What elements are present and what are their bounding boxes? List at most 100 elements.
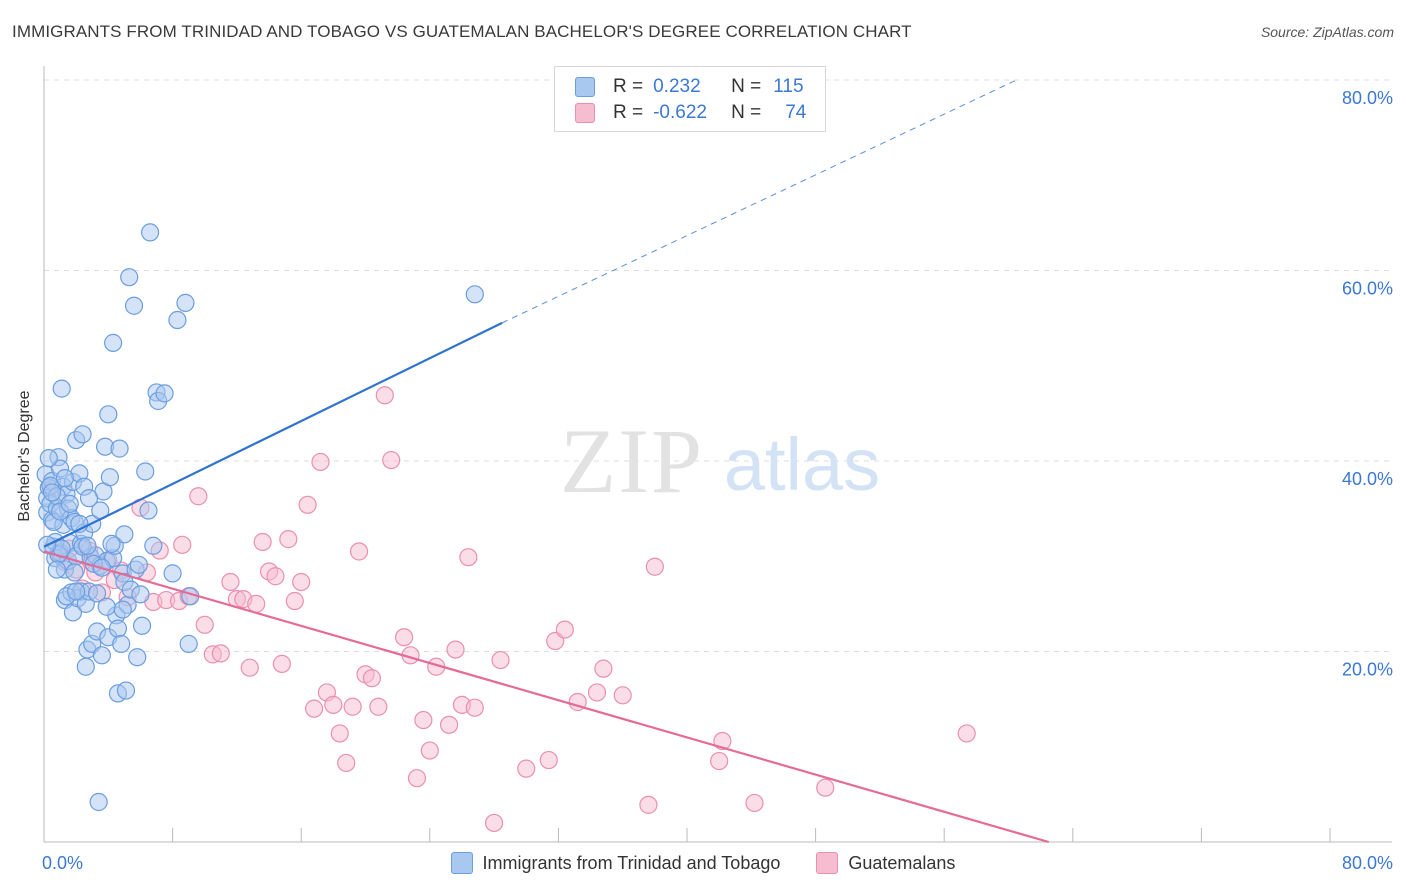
guatemalans-point <box>539 750 558 770</box>
trinidad-point <box>76 657 95 676</box>
guatemalans-point <box>710 751 729 771</box>
y-tick-label: 80.0% <box>1342 88 1393 108</box>
guatemalans-point <box>298 495 317 514</box>
guatemalans-point <box>247 594 266 613</box>
guatemalans-point <box>439 715 459 734</box>
guatemalans-point <box>211 644 230 663</box>
tick-labels: 20.0% 40.0% 60.0% 80.0% 0.0% 80.0% <box>42 88 1393 873</box>
watermark-atlas: atlas <box>724 423 880 506</box>
trinidad-point <box>73 425 92 444</box>
legend-n-label: N = <box>731 76 762 97</box>
guatemalans-point <box>266 567 285 586</box>
trinidad-point <box>140 223 160 242</box>
guatemalans-point <box>420 741 439 760</box>
guatemalans-point <box>285 591 304 611</box>
source-note: Source: ZipAtlas.com <box>1260 24 1394 40</box>
guatemalans-point <box>555 620 574 639</box>
trinidad-point <box>136 462 155 481</box>
trinidad-trend-extension <box>501 79 1017 324</box>
legend-row-trinidad: R = 0.232 N = 115 <box>575 75 804 99</box>
legend-swatch-blue <box>575 77 595 97</box>
legend-r-value: -0.622 <box>653 102 707 123</box>
guatemalans-point <box>459 548 478 567</box>
series-label-guatemalans: Guatemalans <box>848 852 956 873</box>
guatemalans-point <box>253 532 272 552</box>
trinidad-point <box>163 564 182 583</box>
series-legend-item-trinidad: Immigrants from Trinidad and Tobago <box>450 852 781 874</box>
trinidad-point <box>78 536 97 555</box>
guatemalans-point <box>337 753 356 773</box>
guatemalans-point <box>240 658 259 677</box>
guatemalans-point <box>491 650 510 670</box>
trinidad-point <box>465 285 484 304</box>
guatemalans-point <box>587 683 607 702</box>
trinidad-point <box>110 439 129 458</box>
guatemalans-point <box>957 724 976 743</box>
trinidad-point <box>87 584 107 603</box>
guatemalans-point <box>221 572 240 592</box>
trinidad-point <box>42 483 62 502</box>
series-swatch-pink <box>816 852 839 874</box>
trinidad-point <box>100 468 120 487</box>
chart-title: IMMIGRANTS FROM TRINIDAD AND TOBAGO VS G… <box>12 22 912 41</box>
guatemalans-point <box>304 699 324 718</box>
guatemalans-points <box>42 386 976 833</box>
trinidad-point <box>47 560 66 579</box>
trinidad-point <box>104 333 123 352</box>
series-legend-item-guatemalans: Guatemalans <box>816 852 955 874</box>
legend-r-value: 0.232 <box>653 76 701 97</box>
trinidad-point <box>128 648 147 667</box>
guatemalans-point <box>362 669 382 688</box>
guatemalans-point <box>195 615 214 634</box>
trinidad-points <box>36 223 484 812</box>
guatemalans-point <box>189 487 208 506</box>
guatemalans-point <box>816 778 835 797</box>
trinidad-point <box>124 296 144 315</box>
trinidad-point <box>65 563 84 582</box>
series-swatch-blue <box>450 852 473 874</box>
trinidad-point <box>179 634 198 653</box>
legend-n-label: N = <box>731 102 762 123</box>
trinidad-point <box>92 646 111 665</box>
trinidad-point <box>102 534 121 553</box>
guatemalans-trend-line <box>43 550 1049 844</box>
trinidad-point <box>139 501 158 520</box>
guatemalans-point <box>394 628 414 647</box>
x-tick-label: 0.0% <box>42 853 83 873</box>
guatemalans-point <box>613 686 632 705</box>
legend-row-guatemalans: R = -0.622 N = 74 <box>575 101 806 125</box>
guatemalans-point <box>279 530 298 549</box>
trinidad-point <box>52 379 71 398</box>
legend-r-label: R = <box>613 102 644 123</box>
series-legend: Immigrants from Trinidad and Tobago Guat… <box>0 852 1406 874</box>
watermark: ZIP atlas <box>560 410 880 512</box>
guatemalans-point <box>414 710 433 730</box>
legend-n-value: 115 <box>773 76 804 97</box>
guatemalans-point <box>369 697 388 716</box>
trinidad-point <box>176 293 195 312</box>
trinidad-point <box>120 268 139 287</box>
y-tick-label: 40.0% <box>1342 469 1393 489</box>
series-label-trinidad: Immigrants from Trinidad and Tobago <box>482 852 781 873</box>
guatemalans-point <box>330 724 349 743</box>
trinidad-point <box>39 449 58 468</box>
correlation-legend: R = 0.232 N = 115 R = -0.622 N = 74 <box>554 66 826 132</box>
trinidad-point <box>155 384 174 403</box>
axes <box>43 66 1392 843</box>
y-axis-label: Bachelor's Degree <box>16 390 33 522</box>
trinidad-point <box>99 405 118 424</box>
trend-lines <box>43 79 1049 844</box>
guatemalans-point <box>311 452 330 472</box>
trinidad-point <box>131 585 150 604</box>
y-tick-label: 20.0% <box>1342 660 1393 680</box>
trinidad-point <box>168 310 187 330</box>
guatemalans-point <box>343 697 362 716</box>
guatemalans-point <box>349 542 369 561</box>
trinidad-point <box>89 792 108 812</box>
legend-r-label: R = <box>613 76 644 97</box>
guatemalans-point <box>446 640 465 659</box>
trinidad-point <box>113 600 132 619</box>
guatemalans-point <box>272 654 292 673</box>
guatemalans-point <box>465 698 484 717</box>
trinidad-point <box>97 597 116 616</box>
